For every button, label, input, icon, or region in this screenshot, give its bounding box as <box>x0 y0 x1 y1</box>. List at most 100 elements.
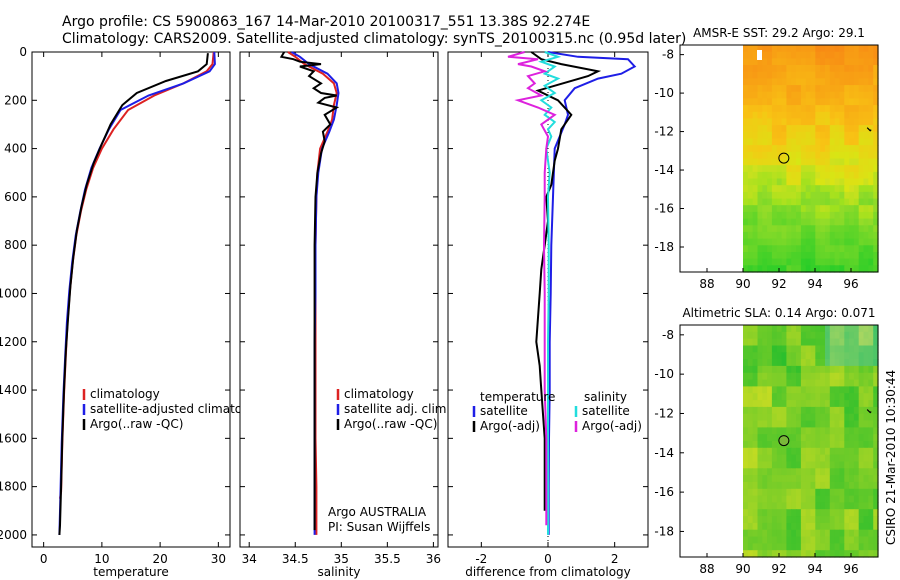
map-cell <box>839 338 845 346</box>
map-cell <box>781 420 787 428</box>
map-cell <box>858 131 865 140</box>
map-cell <box>776 393 783 401</box>
map-cell <box>873 325 879 333</box>
map-cell <box>771 359 778 367</box>
map-cell <box>805 238 812 246</box>
map-cell <box>825 171 831 180</box>
map-cell <box>849 522 855 531</box>
map-cell <box>844 131 850 140</box>
map-cell <box>781 481 787 490</box>
map-cell <box>771 252 778 260</box>
map-cell <box>839 98 845 106</box>
map-cell <box>771 85 778 93</box>
map-cell <box>781 461 787 469</box>
map-cell <box>815 488 821 497</box>
map-cell <box>858 105 865 113</box>
map-cell <box>810 338 816 346</box>
map-cell <box>757 338 763 346</box>
map-cell <box>815 178 821 186</box>
map-cell <box>757 516 763 524</box>
map-cell <box>834 125 840 133</box>
map-cell <box>868 151 874 160</box>
map-cell <box>815 529 821 538</box>
map-cell <box>747 265 754 273</box>
map-cell <box>858 447 865 456</box>
map-cell <box>762 105 768 113</box>
map-cell <box>800 118 807 126</box>
map-cell <box>825 211 831 220</box>
map-cell <box>776 325 783 333</box>
map-cell <box>829 98 836 106</box>
map-cell <box>825 131 831 140</box>
map-cell <box>858 522 865 531</box>
map-cell <box>868 78 874 86</box>
map-cell <box>752 51 758 59</box>
map-cell <box>815 522 821 531</box>
map-cell <box>829 468 836 476</box>
map-cell <box>805 488 812 497</box>
map-cell <box>829 198 836 206</box>
map-cell <box>825 98 831 106</box>
map-cell <box>829 543 836 551</box>
map-cell <box>762 185 768 193</box>
map-cell <box>825 198 831 206</box>
map-cell <box>849 495 855 503</box>
map-cell <box>858 85 865 93</box>
map-cell <box>776 71 783 79</box>
map-cell <box>853 165 860 173</box>
map-cell <box>771 325 778 333</box>
map-cell <box>747 238 754 246</box>
map-cell <box>805 245 812 253</box>
map-cell <box>796 78 802 86</box>
map-cell <box>796 85 802 93</box>
map-cell <box>815 51 821 59</box>
map-title: Altimetric SLA: 0.14 Argo: 0.071 <box>682 306 875 320</box>
map-cell <box>829 105 836 113</box>
map-cell <box>805 105 812 113</box>
map-cell <box>815 131 821 140</box>
map-cell <box>796 331 802 340</box>
map-cell <box>791 131 797 140</box>
map-cell <box>800 218 807 226</box>
map-cell <box>762 98 768 106</box>
map-cell <box>868 550 874 558</box>
map-cell <box>868 352 874 360</box>
map-cell <box>800 359 807 367</box>
map-cell <box>743 98 749 106</box>
map-cell <box>839 325 845 333</box>
map-cell <box>747 468 754 476</box>
map-cell <box>873 258 879 266</box>
map-cell <box>791 502 797 510</box>
map-cell <box>781 191 787 200</box>
map-cell <box>791 550 797 558</box>
map-cell <box>752 205 758 213</box>
map-cell <box>863 178 869 186</box>
map-cell <box>844 420 850 428</box>
map-cell <box>829 205 836 213</box>
map-cell <box>747 205 754 213</box>
map-cell <box>815 252 821 260</box>
map-cell <box>771 65 778 73</box>
map-cell <box>767 138 773 146</box>
y-tick-label: 2000 <box>0 528 27 542</box>
map-cell <box>791 338 797 346</box>
map-cell <box>752 231 758 240</box>
map-cell <box>743 85 749 93</box>
map-cell <box>791 191 797 200</box>
map-cell <box>776 386 783 394</box>
map-cell <box>743 258 749 266</box>
map-cell <box>791 91 797 99</box>
map-cell <box>805 185 812 193</box>
map-cell <box>853 359 860 367</box>
map-cell <box>747 138 754 146</box>
map-cell <box>849 372 855 381</box>
map-cell <box>863 516 869 524</box>
legend-label: climatology <box>90 387 160 401</box>
map-cell <box>853 105 860 113</box>
map-cell <box>863 91 869 99</box>
map-cell <box>805 91 812 99</box>
map-cell <box>849 550 855 558</box>
map-cell <box>863 51 869 59</box>
map-cell <box>786 495 792 503</box>
map-cell <box>810 198 816 206</box>
